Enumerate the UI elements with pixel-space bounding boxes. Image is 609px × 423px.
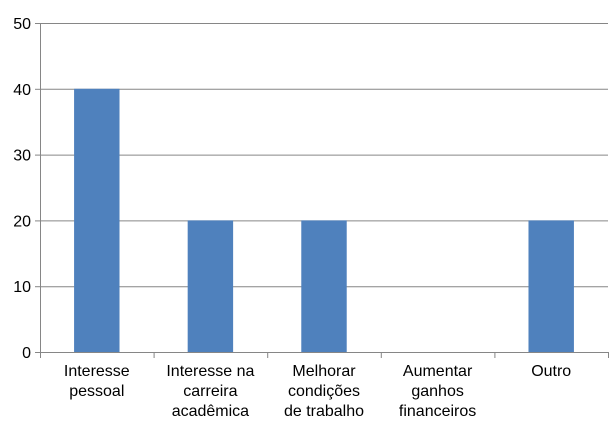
y-tick-label: 40 <box>13 82 31 99</box>
y-tick-label: 30 <box>13 148 31 165</box>
x-tick-labels: Interesse pessoal Interesse na carreira acad… <box>64 363 571 420</box>
bar <box>301 220 347 352</box>
x-tick-label: Outro <box>531 363 571 380</box>
x-tick-label: Interesse pessoal <box>64 363 130 400</box>
y-tick-label: 0 <box>22 345 31 362</box>
axes <box>35 23 609 358</box>
gridlines <box>40 23 608 288</box>
y-tick-label: 50 <box>13 16 31 33</box>
x-tick-label: Melhorar condições de trabalho <box>284 363 364 420</box>
bar <box>74 88 120 353</box>
y-tick-label: 20 <box>13 213 31 230</box>
x-tick-label: Aumentar ganhos financeiros <box>399 363 476 420</box>
bar <box>187 220 234 352</box>
y-tick-labels: 0 10 20 30 40 50 <box>13 16 31 362</box>
bars <box>74 88 574 353</box>
x-tick-label: Interesse na carreira acadêmica <box>166 363 254 420</box>
bar <box>528 220 574 352</box>
y-tick-label: 10 <box>13 279 31 296</box>
